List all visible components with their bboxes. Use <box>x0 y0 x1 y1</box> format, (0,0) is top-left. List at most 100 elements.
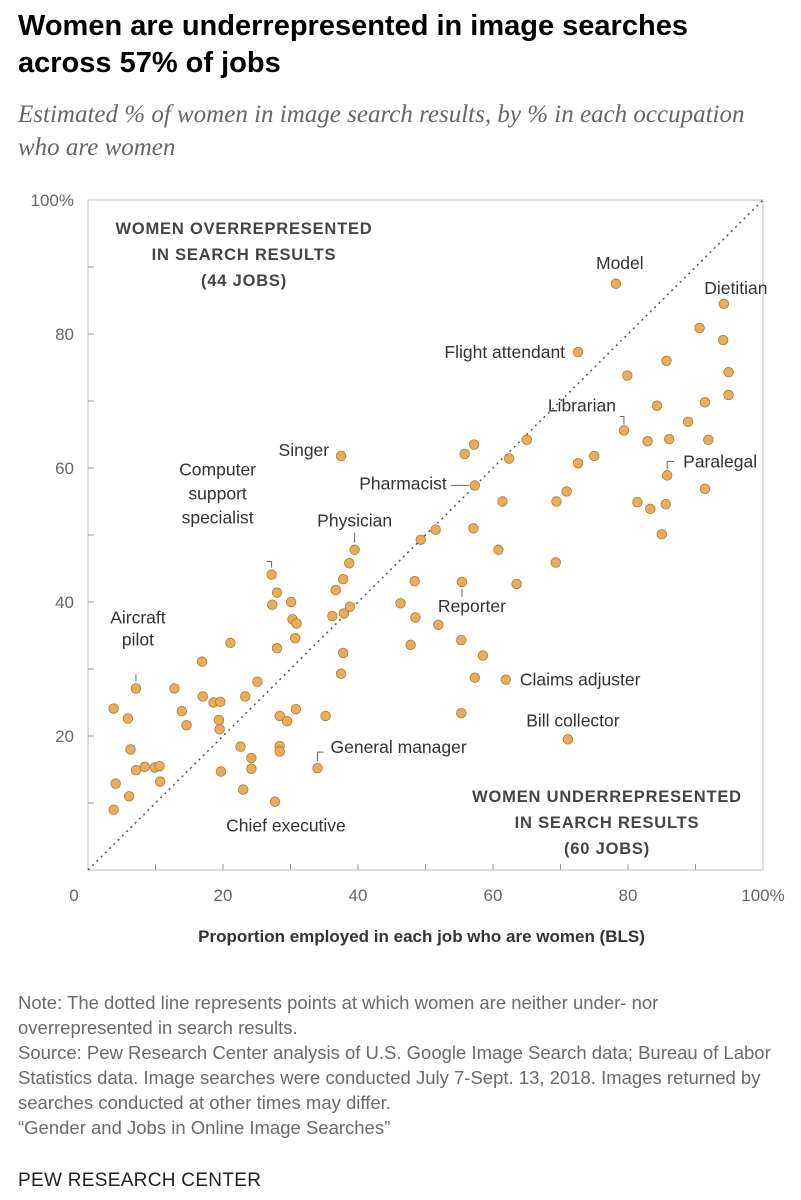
data-point <box>477 650 489 661</box>
data-point <box>395 598 406 609</box>
point-label: Physician <box>317 511 392 531</box>
data-point <box>197 691 208 702</box>
data-point <box>433 619 444 630</box>
data-point <box>110 778 121 789</box>
labeled-data-point <box>269 796 281 807</box>
data-point <box>511 578 522 590</box>
data-point <box>661 355 672 367</box>
y-tick-label: 60 <box>55 459 74 478</box>
pew-logo-text: PEW RESEARCH CENTER <box>18 1170 262 1191</box>
data-point <box>246 752 257 764</box>
data-point <box>550 557 561 568</box>
data-point <box>246 763 257 775</box>
data-point <box>290 632 301 644</box>
data-point <box>225 637 236 649</box>
data-point <box>430 524 441 535</box>
data-point <box>290 704 302 715</box>
x-tick-label: 20 <box>214 886 233 905</box>
data-point <box>656 529 667 540</box>
chart-title: Women are underrepresented in image sear… <box>18 10 688 79</box>
data-point <box>723 366 734 378</box>
chart-notes: Note: The dotted line represents points … <box>18 990 788 1140</box>
data-point <box>456 708 467 719</box>
note-text: Note: The dotted line represents points … <box>18 992 659 1038</box>
label-leader-line <box>619 415 625 425</box>
x-tick-label: 100% <box>741 886 784 905</box>
data-point <box>281 716 293 727</box>
point-label: Claims adjuster <box>520 670 641 690</box>
data-point <box>267 599 278 610</box>
y-tick-label: 20 <box>55 727 74 746</box>
labeled-data-point <box>312 762 323 774</box>
data-point <box>409 576 420 587</box>
y-tick-label: 80 <box>55 325 74 344</box>
data-point <box>213 714 225 726</box>
point-label: Paralegal <box>683 451 757 471</box>
labeled-data-point <box>335 450 347 462</box>
data-point <box>410 612 421 623</box>
point-label: Computer support specialist <box>179 460 256 528</box>
overrepresented-annotation: WOMEN OVERREPRESENTED <box>116 220 373 238</box>
data-point <box>682 416 694 427</box>
point-label: Pharmacist <box>359 473 447 493</box>
data-point <box>660 498 672 510</box>
data-point <box>196 656 208 667</box>
data-point <box>176 706 188 717</box>
data-point <box>169 683 180 694</box>
overrepresented-annotation: (44 JOBS) <box>201 272 287 290</box>
data-point <box>344 557 355 569</box>
data-point <box>274 746 285 757</box>
point-label: Reporter <box>438 596 506 616</box>
data-point <box>240 691 251 702</box>
data-point <box>271 643 283 654</box>
data-point <box>130 764 142 776</box>
data-point <box>214 724 225 735</box>
data-point <box>344 601 356 612</box>
data-point <box>703 434 714 446</box>
data-point <box>125 744 136 755</box>
data-point <box>415 534 426 545</box>
data-point <box>589 450 600 462</box>
label-leader-line <box>317 751 324 762</box>
data-point <box>215 766 227 777</box>
data-point <box>663 433 675 445</box>
data-point <box>238 784 249 795</box>
x-tick-label: 80 <box>619 886 638 905</box>
data-point <box>459 448 470 460</box>
data-point <box>504 453 515 464</box>
data-point <box>642 436 653 447</box>
data-point <box>717 334 729 346</box>
data-point <box>561 486 572 497</box>
data-point <box>699 397 711 408</box>
label-leader-line <box>666 460 675 470</box>
data-point <box>651 400 663 411</box>
data-point <box>469 672 480 683</box>
underrepresented-annotation: (60 JOBS) <box>564 840 650 858</box>
x-tick-label: 0 <box>69 886 78 905</box>
labeled-data-point <box>456 576 468 588</box>
point-label: Aircraft pilot <box>110 607 166 649</box>
data-point <box>521 434 532 446</box>
data-point <box>497 496 508 507</box>
data-point <box>155 776 166 787</box>
data-point <box>108 703 119 714</box>
data-point <box>645 503 656 515</box>
chart-subtitle: Estimated % of women in image search res… <box>18 101 745 161</box>
report-title: “Gender and Jobs in Online Image Searche… <box>18 1117 391 1138</box>
x-tick-label: 60 <box>484 886 503 905</box>
data-point <box>468 439 480 450</box>
labeled-data-point <box>718 298 730 310</box>
labeled-data-point <box>500 674 512 685</box>
data-point <box>405 639 416 651</box>
data-point <box>723 389 734 401</box>
point-label: Model <box>596 253 644 273</box>
point-label: Bill collector <box>526 710 620 730</box>
labeled-data-point <box>469 480 480 491</box>
source-text: Source: Pew Research Center analysis of … <box>18 1042 771 1113</box>
labeled-data-point <box>572 346 584 358</box>
data-point <box>551 496 562 507</box>
y-tick-label: 40 <box>55 593 74 612</box>
labeled-data-point <box>130 683 142 694</box>
y-tick-label: 100% <box>31 191 74 210</box>
labeled-data-point <box>610 278 622 289</box>
